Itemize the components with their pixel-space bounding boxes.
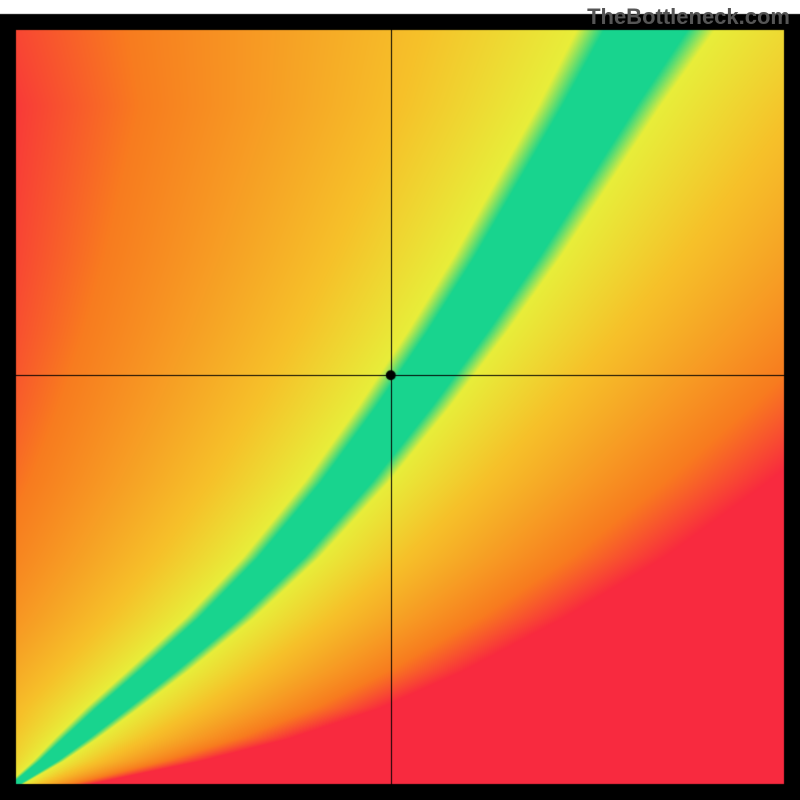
bottleneck-heatmap	[0, 0, 800, 800]
watermark-text: TheBottleneck.com	[587, 4, 790, 30]
